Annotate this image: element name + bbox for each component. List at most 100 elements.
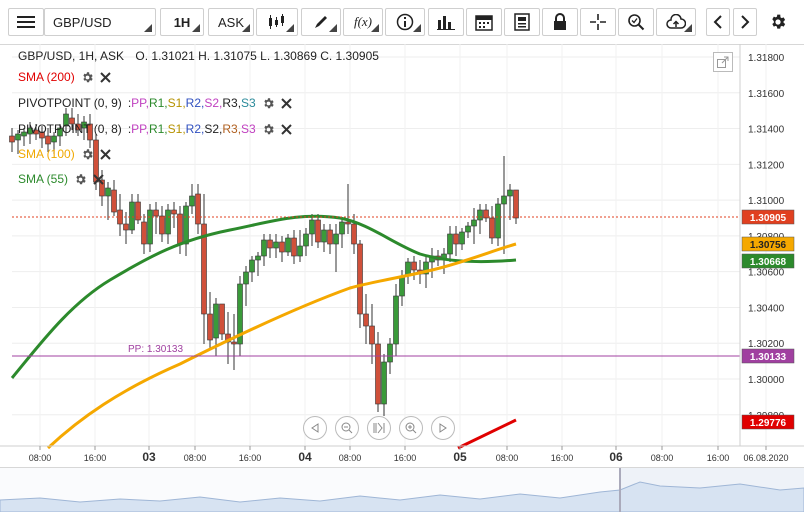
candle-body — [99, 179, 105, 197]
news-button[interactable] — [504, 8, 540, 36]
sma100-line — [46, 242, 517, 450]
crosshair-button[interactable] — [580, 8, 616, 36]
time-tick-label: 04 — [298, 450, 312, 464]
scroll-forward-button[interactable] — [431, 416, 455, 440]
candle-body — [471, 219, 477, 227]
scroll-back-button[interactable] — [303, 416, 327, 440]
price-tick-label: 1.31600 — [748, 89, 785, 100]
info-button[interactable] — [385, 8, 425, 36]
indicator-controls — [74, 173, 104, 186]
gear-icon[interactable] — [81, 148, 94, 161]
toolbar: GBP/USD 1H ASK f(x) — [0, 0, 804, 45]
chevron-left-icon — [713, 15, 722, 29]
candle-body — [267, 239, 273, 249]
fit-icon — [373, 422, 385, 434]
candle-body — [363, 313, 369, 327]
close-icon[interactable] — [281, 123, 292, 135]
indicator-label[interactable]: SMA (55) — [18, 172, 69, 186]
indicators-button[interactable]: f(x) — [343, 8, 383, 36]
candle-body — [135, 201, 141, 221]
indicator-row: SMA (100) — [18, 147, 111, 161]
gear-icon[interactable] — [262, 123, 275, 136]
candle-body — [423, 261, 429, 275]
pivot-component-label: PP, — [131, 96, 149, 110]
candle-body — [501, 195, 507, 205]
candle-body — [483, 209, 489, 219]
pencil-icon — [315, 16, 327, 28]
zoom-out-button[interactable] — [335, 416, 359, 440]
candle-body — [369, 325, 375, 345]
volume-button[interactable] — [428, 8, 464, 36]
indicator-controls — [262, 123, 292, 136]
price-tick-label: 1.31400 — [748, 125, 785, 136]
candle-body — [459, 231, 465, 245]
zoom-button[interactable] — [618, 8, 654, 36]
candle-body — [393, 295, 399, 345]
menu-button[interactable] — [8, 8, 44, 36]
indicator-row: PIVOTPOINT (0, 8) : PP, R1, S1, R2, S2, … — [18, 122, 292, 136]
zoom-icon — [628, 14, 645, 31]
zoom-in-button[interactable] — [399, 416, 423, 440]
price-chart[interactable]: PP: 1.30133 1.31800 1.31600 1.31400 1.31200… — [0, 44, 804, 468]
reset-zoom-button[interactable] — [367, 416, 391, 440]
current-price-tag — [741, 209, 795, 225]
candlestick-icon — [269, 14, 284, 29]
calendar-button[interactable] — [466, 8, 502, 36]
close-icon[interactable] — [99, 148, 111, 160]
chart-type-button[interactable] — [256, 8, 298, 36]
candle-body — [81, 121, 87, 129]
corner-arrow-icon — [144, 24, 152, 32]
gear-icon — [772, 14, 786, 29]
corner-arrow-icon — [329, 24, 337, 32]
candle-body — [21, 131, 27, 137]
navigator-handle[interactable] — [619, 468, 621, 512]
candle-body — [399, 275, 405, 297]
candle-body — [15, 133, 21, 141]
indicator-label[interactable]: SMA (100) — [18, 147, 75, 161]
scroll-left-button[interactable] — [706, 8, 730, 36]
candle-body — [249, 259, 255, 273]
chart-area[interactable]: PP: 1.30133 1.31800 1.31600 1.31400 1.31200… — [0, 44, 804, 468]
candle-body — [201, 223, 207, 315]
draw-tool-button[interactable] — [301, 8, 341, 36]
time-tick-label: 16:00 — [84, 453, 107, 463]
navigator-strip[interactable] — [0, 467, 804, 513]
settings-button[interactable] — [764, 8, 792, 36]
pivot-component-label: R1, — [148, 96, 168, 110]
candle-body — [129, 201, 135, 231]
indicator-label[interactable]: PIVOTPOINT (0, 8) — [18, 122, 122, 136]
candle-body — [195, 193, 201, 225]
indicator-controls — [81, 148, 111, 161]
candle-body — [495, 203, 501, 239]
indicator-label[interactable]: PIVOTPOINT (0, 9) — [18, 96, 122, 110]
time-tick-label: 08:00 — [339, 453, 362, 463]
candle-body — [381, 361, 387, 405]
close-icon[interactable] — [93, 173, 104, 185]
candle-body — [183, 205, 189, 245]
candle-body — [489, 217, 495, 239]
indicator-separator: : — [127, 96, 132, 110]
scroll-right-button[interactable] — [733, 8, 757, 36]
close-icon[interactable] — [281, 97, 292, 109]
popout-button[interactable] — [713, 52, 733, 72]
candle-body — [273, 241, 279, 249]
gear-icon[interactable] — [81, 71, 94, 84]
gear-icon[interactable] — [74, 173, 87, 186]
price-type-selector[interactable]: ASK — [208, 8, 254, 36]
time-tick-label: 16:00 — [551, 453, 574, 463]
timeframe-label: 1H — [173, 14, 191, 30]
candle-body — [255, 255, 261, 261]
indicator-label[interactable]: SMA (200) — [18, 70, 75, 84]
upload-button[interactable] — [656, 8, 696, 36]
sma200-tag — [741, 414, 795, 430]
indicator-controls — [81, 71, 111, 84]
close-icon[interactable] — [99, 71, 111, 83]
price-tick-label: 1.31800 — [748, 53, 785, 64]
lock-button[interactable] — [542, 8, 578, 36]
pivot-component-label: PP, — [131, 122, 149, 136]
gear-icon[interactable] — [262, 97, 275, 110]
timeframe-selector[interactable]: 1H — [160, 8, 204, 36]
pivot-component-label: R2, — [185, 122, 205, 136]
pivot-component-label: S3 — [241, 122, 256, 136]
symbol-selector[interactable]: GBP/USD — [44, 8, 156, 36]
